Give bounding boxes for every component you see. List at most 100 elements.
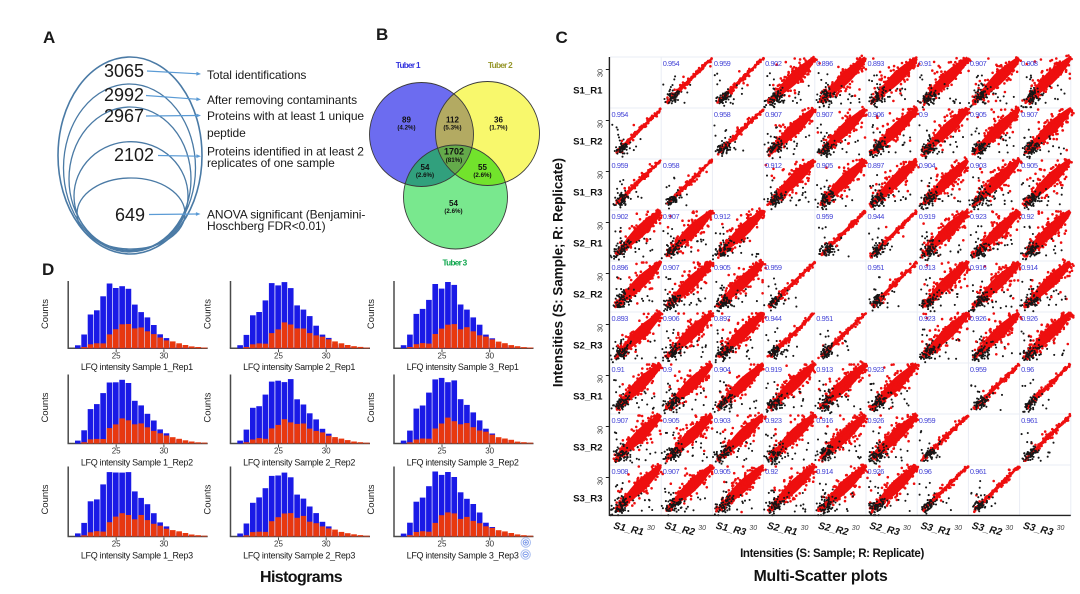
svg-text:25: 25 (274, 351, 283, 360)
svg-text:0.92: 0.92 (765, 467, 778, 476)
svg-text:Counts: Counts (203, 484, 214, 514)
svg-text:112: 112 (446, 116, 459, 125)
svg-text:3065: 3065 (104, 61, 144, 81)
svg-text:0.959: 0.959 (765, 263, 782, 272)
svg-text:25: 25 (274, 540, 283, 549)
svg-text:(5.3%): (5.3%) (443, 125, 461, 132)
svg-text:0.916: 0.916 (970, 263, 987, 272)
svg-text:LFQ intensity Sample 2_Rep3: LFQ intensity Sample 2_Rep3 (243, 550, 355, 560)
svg-text:0.958: 0.958 (714, 110, 731, 119)
svg-text:0.903: 0.903 (714, 416, 731, 425)
svg-text:30: 30 (596, 69, 605, 77)
svg-text:0.923: 0.923 (868, 365, 885, 374)
svg-text:30: 30 (852, 525, 860, 532)
svg-text:0.907: 0.907 (663, 212, 680, 221)
svg-text:0.907: 0.907 (816, 110, 833, 119)
svg-text:(2.6%): (2.6%) (416, 172, 434, 179)
svg-text:Tuber 1: Tuber 1 (396, 61, 421, 70)
svg-text:C: C (556, 28, 568, 47)
svg-text:0.961: 0.961 (1021, 416, 1038, 425)
svg-text:0.958: 0.958 (663, 161, 680, 170)
svg-text:Counts: Counts (366, 484, 377, 514)
svg-text:LFQ intensity Sample 3_Rep1: LFQ intensity Sample 3_Rep1 (407, 362, 519, 372)
svg-text:0.91: 0.91 (919, 59, 932, 68)
svg-text:0.904: 0.904 (919, 161, 936, 170)
svg-text:30: 30 (596, 120, 605, 128)
svg-text:0.96: 0.96 (919, 467, 932, 476)
svg-text:0.91: 0.91 (612, 365, 625, 374)
svg-text:Total identifications: Total identifications (207, 68, 306, 82)
svg-text:Counts: Counts (366, 392, 377, 422)
svg-text:30: 30 (322, 447, 331, 456)
svg-text:30: 30 (596, 324, 605, 332)
svg-text:30: 30 (596, 375, 605, 383)
svg-text:25: 25 (438, 351, 447, 360)
svg-text:S3_R3: S3_R3 (573, 494, 602, 505)
svg-text:Hoschberg FDR<0.01): Hoschberg FDR<0.01) (207, 219, 326, 233)
svg-text:LFQ intensity Sample 1_Rep3: LFQ intensity Sample 1_Rep3 (81, 550, 193, 560)
svg-text:0.959: 0.959 (714, 59, 731, 68)
svg-text:LFQ intensity Sample 1_Rep1: LFQ intensity Sample 1_Rep1 (81, 362, 193, 372)
svg-text:Tuber 2: Tuber 2 (488, 61, 513, 70)
svg-text:0.92: 0.92 (1021, 212, 1034, 221)
svg-text:Counts: Counts (40, 299, 51, 329)
svg-text:0.907: 0.907 (970, 59, 987, 68)
svg-text:0.954: 0.954 (663, 59, 680, 68)
svg-text:Multi-Scatter plots: Multi-Scatter plots (754, 568, 888, 585)
svg-text:D: D (42, 260, 54, 279)
svg-text:54: 54 (421, 163, 430, 172)
svg-text:55: 55 (478, 163, 487, 172)
svg-text:LFQ intensity Sample 1_Rep2: LFQ intensity Sample 1_Rep2 (81, 457, 193, 467)
svg-text:30: 30 (1057, 525, 1065, 532)
svg-text:25: 25 (112, 540, 121, 549)
svg-text:0.893: 0.893 (612, 314, 629, 323)
svg-text:0.897: 0.897 (868, 161, 885, 170)
svg-text:0.926: 0.926 (868, 416, 885, 425)
svg-text:0.919: 0.919 (919, 212, 936, 221)
svg-text:0.912: 0.912 (714, 212, 731, 221)
svg-text:(2.6%): (2.6%) (473, 172, 491, 179)
svg-text:30: 30 (159, 540, 168, 549)
svg-text:0.906: 0.906 (868, 110, 885, 119)
svg-text:2102: 2102 (114, 145, 154, 165)
svg-text:0.905: 0.905 (970, 110, 987, 119)
svg-text:(4.2%): (4.2%) (397, 125, 415, 132)
svg-text:25: 25 (112, 447, 121, 456)
svg-text:LFQ intensity Sample 2_Rep2: LFQ intensity Sample 2_Rep2 (243, 457, 355, 467)
svg-text:30: 30 (749, 525, 757, 532)
svg-text:Intensities (S: Sample; R: Rep: Intensities (S: Sample; R: Replicate) (740, 548, 924, 560)
svg-text:LFQ intensity Sample 3_Rep3: LFQ intensity Sample 3_Rep3 (407, 550, 519, 560)
svg-text:peptide: peptide (207, 126, 246, 140)
svg-text:0.905: 0.905 (663, 416, 680, 425)
svg-text:0.903: 0.903 (970, 161, 987, 170)
svg-text:0.913: 0.913 (919, 263, 936, 272)
svg-text:0.907: 0.907 (663, 263, 680, 272)
svg-text:0.944: 0.944 (868, 212, 885, 221)
svg-text:30: 30 (596, 477, 605, 485)
svg-text:30: 30 (596, 171, 605, 179)
svg-text:25: 25 (438, 447, 447, 456)
svg-text:0.908: 0.908 (612, 467, 629, 476)
svg-text:S1_R2: S1_R2 (573, 137, 602, 148)
svg-text:0.893: 0.893 (868, 59, 885, 68)
svg-text:0.904: 0.904 (714, 365, 731, 374)
svg-text:Tuber 3: Tuber 3 (442, 259, 467, 268)
svg-text:30: 30 (322, 540, 331, 549)
svg-text:0.951: 0.951 (868, 263, 885, 272)
svg-text:30: 30 (596, 426, 605, 434)
svg-text:0.896: 0.896 (816, 59, 833, 68)
svg-text:0.902: 0.902 (765, 59, 782, 68)
svg-text:30: 30 (596, 222, 605, 230)
svg-text:0.954: 0.954 (612, 110, 629, 119)
svg-text:B: B (376, 25, 388, 44)
svg-text:0.907: 0.907 (1021, 110, 1038, 119)
svg-text:0.926: 0.926 (970, 314, 987, 323)
svg-text:30: 30 (903, 525, 911, 532)
svg-text:S3_R2: S3_R2 (573, 443, 602, 454)
svg-text:Histograms: Histograms (260, 569, 343, 586)
svg-text:0.907: 0.907 (663, 467, 680, 476)
svg-text:0.907: 0.907 (765, 110, 782, 119)
svg-text:Counts: Counts (203, 299, 214, 329)
svg-text:S1_R1: S1_R1 (573, 86, 603, 97)
svg-text:0.959: 0.959 (919, 416, 936, 425)
